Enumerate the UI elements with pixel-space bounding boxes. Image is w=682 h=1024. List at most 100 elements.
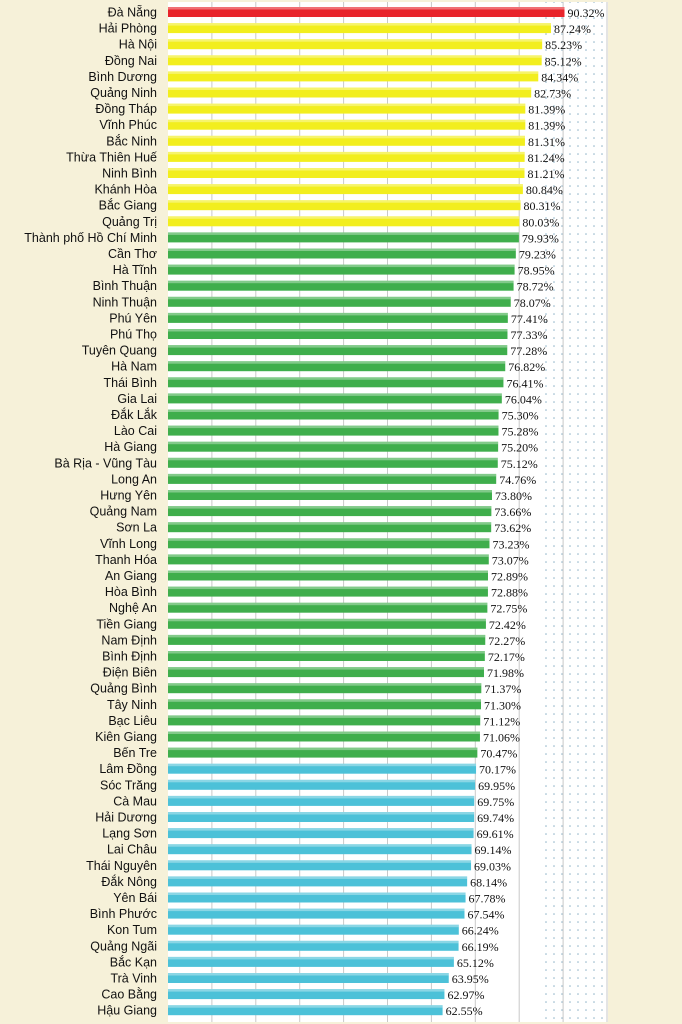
category-label: Bình Dương bbox=[88, 70, 157, 84]
category-label: An Giang bbox=[105, 569, 157, 583]
value-label: 76.82% bbox=[508, 360, 545, 374]
bar bbox=[168, 699, 482, 710]
bar-highlight bbox=[168, 393, 502, 396]
value-label: 66.24% bbox=[462, 924, 499, 938]
category-label: Bắc Ninh bbox=[106, 133, 157, 148]
bar bbox=[168, 216, 520, 227]
bar bbox=[168, 393, 502, 404]
category-label: Yên Bái bbox=[113, 891, 157, 905]
value-label: 81.39% bbox=[528, 119, 565, 133]
bar-highlight bbox=[168, 506, 492, 509]
value-label: 82.73% bbox=[534, 87, 571, 101]
bar-highlight bbox=[168, 763, 477, 767]
category-label: Bình Thuận bbox=[93, 279, 157, 293]
value-label: 81.39% bbox=[528, 103, 565, 117]
category-label: Lâm Đồng bbox=[99, 762, 157, 776]
bar-highlight bbox=[168, 973, 449, 976]
bar bbox=[168, 538, 490, 549]
bar-highlight bbox=[168, 876, 468, 879]
bar bbox=[168, 329, 508, 339]
value-label: 81.31% bbox=[528, 135, 565, 149]
bar-highlight bbox=[168, 956, 454, 960]
value-label: 71.12% bbox=[483, 714, 520, 728]
bar-highlight bbox=[168, 312, 508, 316]
category-label: Khánh Hòa bbox=[94, 183, 157, 197]
bar-highlight bbox=[168, 103, 526, 107]
category-label: Hậu Giang bbox=[97, 1004, 157, 1018]
bar-highlight bbox=[168, 795, 475, 799]
value-label: 79.23% bbox=[519, 248, 556, 262]
bar-highlight bbox=[168, 361, 506, 364]
value-label: 72.88% bbox=[491, 586, 528, 600]
value-label: 81.21% bbox=[528, 167, 565, 181]
value-label: 67.78% bbox=[469, 892, 506, 906]
bar-highlight bbox=[168, 1005, 443, 1008]
value-label: 71.98% bbox=[487, 666, 524, 680]
category-label: Cao Bằng bbox=[101, 987, 157, 1002]
value-label: 72.75% bbox=[490, 602, 527, 616]
bar-highlight bbox=[168, 731, 480, 734]
category-labels: Đà Nẵng Hải Phòng Hà Nội Đồng Nai Bình Dương… bbox=[24, 5, 157, 1018]
value-labels: 90.32% 87.24% 85.23% 85.12% 84.34% 82.73% 81.3… bbox=[446, 6, 605, 1018]
category-label: Bắc Kạn bbox=[110, 954, 157, 969]
value-label: 67.54% bbox=[468, 908, 505, 922]
bar bbox=[168, 876, 468, 887]
bar-highlight bbox=[168, 779, 476, 783]
bar bbox=[168, 989, 445, 1000]
bar bbox=[168, 602, 488, 613]
bar-highlight bbox=[168, 554, 489, 557]
bar-highlight bbox=[168, 23, 551, 26]
bar-highlight bbox=[168, 409, 499, 412]
category-label: Đà Nẵng bbox=[108, 5, 157, 20]
value-label: 73.62% bbox=[494, 521, 531, 535]
category-label: Long An bbox=[111, 472, 157, 486]
value-label: 62.55% bbox=[446, 1004, 483, 1018]
category-label: Thành phố Hồ Chí Minh bbox=[24, 231, 157, 245]
bar-highlight bbox=[168, 747, 478, 751]
category-label: Phú Yên bbox=[109, 311, 157, 325]
bar-highlight bbox=[168, 634, 486, 638]
category-label: Kon Tum bbox=[107, 923, 157, 937]
bar bbox=[168, 135, 525, 146]
bar-highlight bbox=[168, 924, 459, 928]
value-label: 85.12% bbox=[545, 54, 582, 68]
bar-highlight bbox=[168, 908, 465, 912]
value-label: 72.17% bbox=[488, 650, 525, 664]
bar-highlight bbox=[168, 248, 516, 251]
category-label: Vĩnh Long bbox=[100, 537, 157, 551]
bar bbox=[168, 956, 454, 967]
bar-highlight bbox=[168, 425, 499, 429]
category-label: Lai Châu bbox=[107, 843, 157, 857]
bar bbox=[168, 715, 481, 726]
value-label: 71.06% bbox=[483, 731, 520, 745]
bar bbox=[168, 39, 543, 50]
category-label: Lạng Sơn bbox=[102, 827, 157, 841]
value-label: 62.97% bbox=[447, 988, 484, 1002]
value-label: 80.31% bbox=[524, 199, 561, 213]
category-label: Thái Bình bbox=[103, 376, 157, 390]
bar bbox=[168, 168, 525, 178]
bar-highlight bbox=[168, 200, 521, 203]
category-label: Đồng Nai bbox=[105, 54, 157, 68]
category-label: Quảng Bình bbox=[90, 682, 157, 696]
bar bbox=[168, 795, 475, 806]
category-label: Bắc Giang bbox=[99, 198, 157, 213]
bar bbox=[168, 55, 542, 66]
value-label: 65.12% bbox=[457, 956, 494, 970]
category-label: Cần Thơ bbox=[108, 247, 157, 261]
bar-highlight bbox=[168, 184, 523, 187]
bar bbox=[168, 731, 480, 742]
category-label: Hưng Yên bbox=[100, 489, 157, 503]
bar bbox=[168, 377, 504, 388]
value-label: 76.41% bbox=[506, 376, 543, 390]
bar bbox=[168, 232, 519, 243]
category-label: Quảng Ninh bbox=[90, 86, 157, 100]
value-label: 73.23% bbox=[492, 537, 529, 551]
value-label: 79.93% bbox=[522, 231, 559, 245]
value-label: 70.17% bbox=[479, 763, 516, 777]
value-label: 69.95% bbox=[478, 779, 515, 793]
category-label: Bình Định bbox=[102, 650, 157, 664]
value-label: 85.23% bbox=[545, 38, 582, 52]
category-label: Bạc Liêu bbox=[108, 714, 157, 728]
value-label: 78.07% bbox=[514, 296, 551, 310]
